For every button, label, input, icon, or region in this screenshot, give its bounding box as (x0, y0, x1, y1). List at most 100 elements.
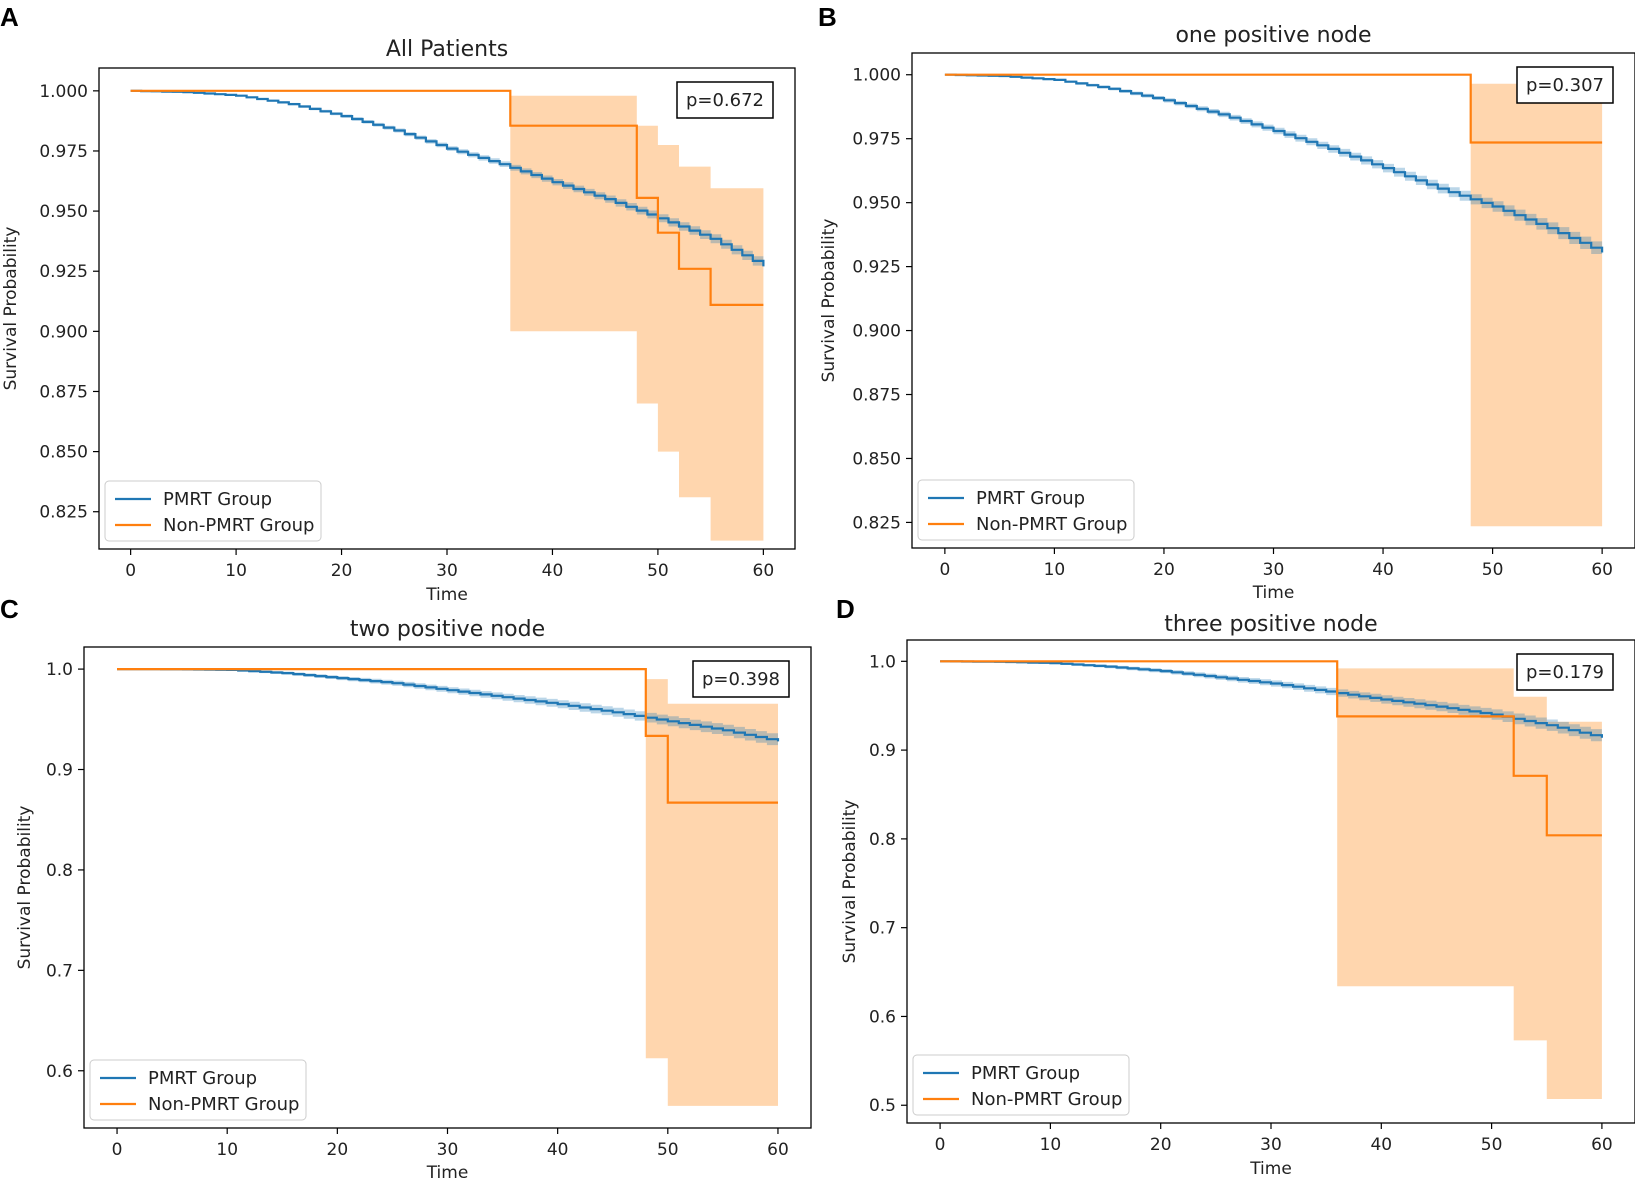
x-tick-label: 0 (935, 1135, 946, 1155)
y-axis-label: Survival Probability (840, 800, 860, 964)
x-axis-label: Time (426, 1163, 469, 1178)
panel-letter: A (0, 2, 19, 32)
pmrt-survival-line (117, 667, 780, 742)
y-tick-label: 0.9 (869, 741, 896, 761)
x-tick-label: 0 (125, 561, 136, 581)
p-value-text: p=0.179 (1526, 662, 1604, 683)
x-tick-label: 0 (112, 1140, 123, 1160)
legend (89, 1059, 307, 1121)
legend (912, 1054, 1130, 1116)
y-tick-label: 0.825 (39, 503, 88, 523)
panel-letter: B (818, 2, 837, 32)
x-axis-label: Time (1252, 583, 1295, 603)
y-tick-label: 0.950 (39, 202, 88, 222)
plot-area (944, 73, 1604, 527)
chart-panel-d: 0 10 20 30 40 50 60 0.5 0.6 0.7 0.8 0.9 1.0 three pos… (836, 594, 1635, 1178)
panel-letter: C (0, 594, 19, 624)
non-pmrt-ci-band (117, 669, 778, 1106)
p-value-text: p=0.672 (686, 90, 764, 111)
y-tick-label: 0.975 (852, 130, 901, 150)
legend-label-pmrt: PMRT Group (976, 488, 1085, 509)
x-tick-label: 30 (1263, 560, 1285, 580)
pmrt-survival-line (944, 73, 1604, 253)
chart-title: two positive node (350, 617, 545, 642)
x-tick-label: 20 (327, 1140, 349, 1160)
legend-label-non-pmrt: Non-PMRT Group (148, 1094, 299, 1115)
y-tick-label: 0.6 (869, 1007, 896, 1027)
legend (104, 480, 322, 542)
y-tick-label: 1.000 (852, 66, 901, 86)
legend (917, 479, 1135, 541)
y-tick-label: 0.6 (46, 1062, 73, 1082)
y-tick-label: 0.7 (46, 961, 73, 981)
y-axis-label: Survival Probability (819, 219, 839, 383)
p-value-box (692, 660, 790, 698)
y-tick-label: 0.9 (46, 761, 73, 781)
non-pmrt-survival-line (940, 660, 1602, 837)
y-tick-label: 0.8 (46, 861, 73, 881)
legend-label-pmrt: PMRT Group (163, 489, 272, 510)
y-tick-label: 0.950 (852, 194, 901, 214)
legend-label-non-pmrt: Non-PMRT Group (163, 515, 314, 536)
x-tick-label: 50 (1482, 560, 1504, 580)
x-tick-label: 40 (547, 1140, 569, 1160)
p-value-box (1516, 66, 1614, 104)
y-tick-label: 0.925 (39, 262, 88, 282)
x-tick-label: 30 (1260, 1135, 1282, 1155)
y-tick-label: 0.900 (852, 322, 901, 342)
x-tick-label: 30 (436, 561, 458, 581)
x-tick-label: 60 (753, 561, 775, 581)
x-axis-label: Time (425, 585, 468, 605)
x-tick-label: 10 (225, 561, 247, 581)
pmrt-survival-line (940, 660, 1604, 738)
x-tick-label: 60 (1591, 560, 1613, 580)
x-axis-label: Time (1249, 1159, 1292, 1178)
y-tick-label: 0.975 (39, 142, 88, 162)
plot-area (117, 667, 780, 1106)
chart-title: three positive node (1164, 612, 1377, 637)
legend-label-non-pmrt: Non-PMRT Group (976, 514, 1127, 535)
non-pmrt-ci-band (944, 74, 1603, 527)
y-tick-label: 1.0 (869, 652, 896, 672)
x-tick-label: 50 (647, 561, 669, 581)
x-tick-label: 50 (1481, 1135, 1503, 1155)
x-tick-label: 10 (1040, 1135, 1062, 1155)
y-tick-label: 0.850 (852, 449, 901, 469)
chart-panel-c: 0 10 20 30 40 50 60 0.6 0.7 0.8 0.9 1.0 two positive… (0, 594, 812, 1178)
y-axis-label: Survival Probability (1, 227, 21, 391)
chart-title: All Patients (386, 37, 508, 62)
p-value-box (676, 81, 774, 119)
y-tick-label: 0.8 (869, 830, 896, 850)
x-tick-label: 60 (767, 1140, 789, 1160)
legend-label-non-pmrt: Non-PMRT Group (971, 1089, 1122, 1110)
y-tick-label: 0.850 (39, 443, 88, 463)
y-tick-label: 1.0 (46, 660, 73, 680)
y-tick-label: 0.925 (852, 258, 901, 278)
y-tick-label: 0.7 (869, 919, 896, 939)
chart-title: one positive node (1175, 23, 1371, 48)
non-pmrt-ci-band (130, 90, 764, 541)
x-tick-label: 30 (437, 1140, 459, 1160)
p-value-box (1516, 653, 1614, 691)
non-pmrt-ci-band (940, 661, 1602, 1099)
x-tick-label: 20 (1150, 1135, 1172, 1155)
y-tick-label: 0.5 (869, 1096, 896, 1116)
x-tick-label: 20 (331, 561, 353, 581)
p-value-text: p=0.398 (702, 669, 780, 690)
x-tick-label: 60 (1591, 1135, 1613, 1155)
legend-label-pmrt: PMRT Group (971, 1063, 1080, 1084)
chart-panel-b: 0 10 20 30 40 50 60 0.825 0.850 0.875 0.900 0.925 0.… (818, 2, 1635, 603)
y-tick-label: 0.875 (852, 386, 901, 406)
x-tick-label: 10 (216, 1140, 238, 1160)
plot-area (130, 89, 765, 541)
y-tick-label: 0.875 (39, 382, 88, 402)
plot-area (940, 660, 1604, 1099)
x-tick-label: 20 (1153, 560, 1175, 580)
x-tick-label: 40 (1372, 560, 1394, 580)
x-tick-label: 10 (1044, 560, 1066, 580)
x-tick-label: 40 (542, 561, 564, 581)
y-axis-label: Survival Probability (15, 806, 35, 970)
x-tick-label: 50 (657, 1140, 679, 1160)
panel-letter: D (836, 594, 855, 624)
